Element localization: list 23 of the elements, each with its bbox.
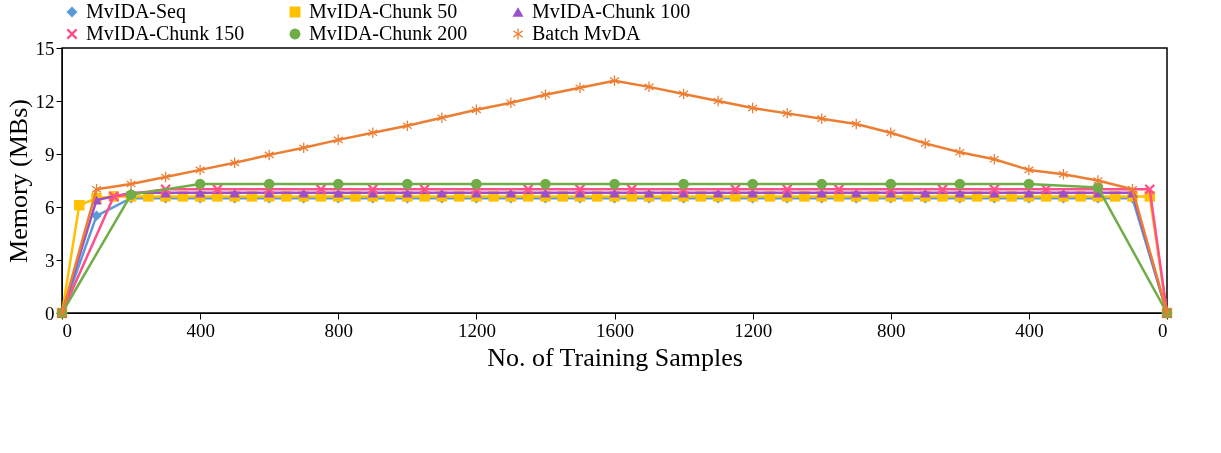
legend-label: Batch MvDA bbox=[532, 22, 641, 44]
legend-label: MvIDA-Seq bbox=[86, 0, 186, 23]
x-tick-label: 1200 bbox=[457, 319, 496, 341]
y-axis-title: Memory (MBs) bbox=[3, 99, 33, 263]
x-tick-label: 400 bbox=[186, 319, 215, 341]
y-tick-label: 12 bbox=[35, 90, 55, 112]
x-tick-label: 0 bbox=[1158, 319, 1168, 341]
x-tick-label: 1600 bbox=[596, 319, 634, 341]
legend-label: MvIDA-Chunk 50 bbox=[309, 0, 458, 22]
x-tick-label: 400 bbox=[1015, 319, 1044, 341]
legend-label: MvIDA-Chunk 200 bbox=[309, 22, 468, 44]
x-tick-label: 1200 bbox=[734, 319, 773, 341]
x-tick-label: 800 bbox=[877, 319, 906, 341]
x-tick-label: 800 bbox=[324, 319, 353, 341]
x-axis-title: No. of Training Samples bbox=[487, 342, 743, 372]
y-tick-label: 15 bbox=[35, 37, 55, 59]
legend-label: MvIDA-Chunk 150 bbox=[86, 22, 245, 44]
legend-label: MvIDA-Chunk 100 bbox=[532, 0, 691, 22]
y-tick-label: 0 bbox=[45, 302, 55, 324]
y-tick-label: 6 bbox=[45, 196, 55, 218]
y-tick-label: 9 bbox=[45, 143, 55, 165]
y-tick-label: 3 bbox=[45, 249, 55, 271]
x-tick-label: 0 bbox=[62, 319, 72, 341]
